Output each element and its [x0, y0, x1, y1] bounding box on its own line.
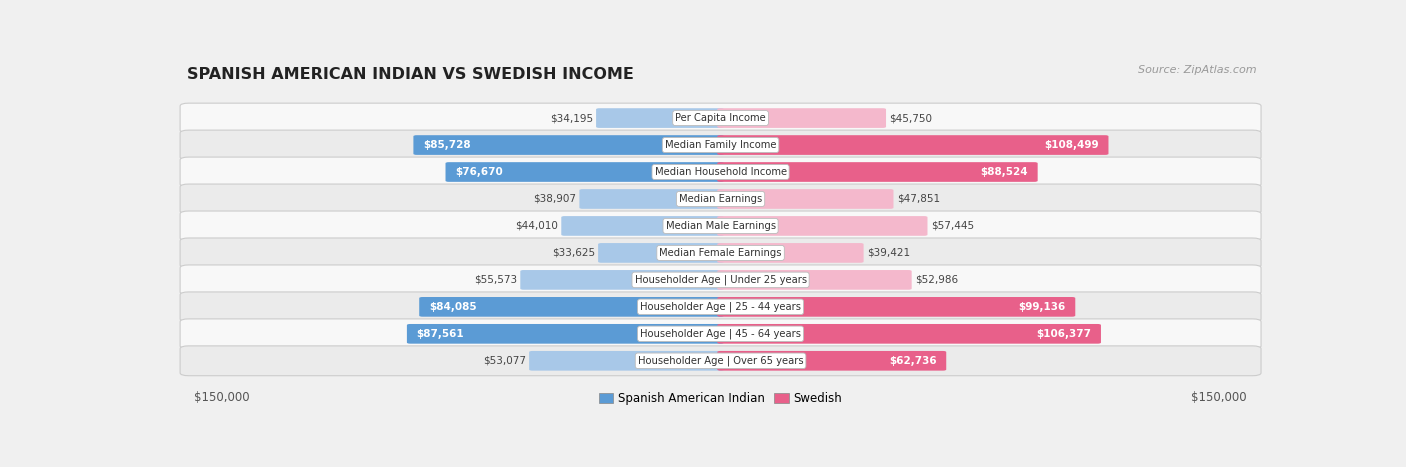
Text: $76,670: $76,670 [456, 167, 503, 177]
Text: Householder Age | Under 25 years: Householder Age | Under 25 years [634, 275, 807, 285]
Text: $150,000: $150,000 [194, 391, 250, 404]
Text: Median Female Earnings: Median Female Earnings [659, 248, 782, 258]
Text: Median Earnings: Median Earnings [679, 194, 762, 204]
FancyBboxPatch shape [419, 297, 724, 317]
Text: $53,077: $53,077 [482, 356, 526, 366]
Text: $45,750: $45,750 [890, 113, 932, 123]
FancyBboxPatch shape [579, 189, 724, 209]
Text: $150,000: $150,000 [1191, 391, 1247, 404]
Text: $85,728: $85,728 [423, 140, 471, 150]
FancyBboxPatch shape [180, 103, 1261, 133]
FancyBboxPatch shape [520, 270, 724, 290]
Text: Median Male Earnings: Median Male Earnings [665, 221, 776, 231]
Text: Householder Age | 25 - 44 years: Householder Age | 25 - 44 years [640, 302, 801, 312]
FancyBboxPatch shape [180, 130, 1261, 160]
FancyBboxPatch shape [529, 351, 724, 371]
Text: Per Capita Income: Per Capita Income [675, 113, 766, 123]
Text: Median Household Income: Median Household Income [655, 167, 786, 177]
FancyBboxPatch shape [180, 157, 1261, 187]
Text: $38,907: $38,907 [533, 194, 576, 204]
FancyBboxPatch shape [717, 297, 1076, 317]
FancyBboxPatch shape [180, 184, 1261, 214]
FancyBboxPatch shape [596, 108, 724, 128]
Text: $47,851: $47,851 [897, 194, 939, 204]
FancyBboxPatch shape [561, 216, 724, 236]
FancyBboxPatch shape [180, 238, 1261, 268]
Text: $34,195: $34,195 [550, 113, 593, 123]
FancyBboxPatch shape [717, 216, 928, 236]
Text: Householder Age | 45 - 64 years: Householder Age | 45 - 64 years [640, 329, 801, 339]
Text: SPANISH AMERICAN INDIAN VS SWEDISH INCOME: SPANISH AMERICAN INDIAN VS SWEDISH INCOM… [187, 67, 634, 82]
FancyBboxPatch shape [413, 135, 724, 155]
FancyBboxPatch shape [717, 243, 863, 263]
FancyBboxPatch shape [717, 351, 946, 371]
Text: Householder Age | Over 65 years: Householder Age | Over 65 years [638, 355, 803, 366]
FancyBboxPatch shape [180, 319, 1261, 349]
FancyBboxPatch shape [717, 270, 911, 290]
FancyBboxPatch shape [180, 346, 1261, 376]
Text: $62,736: $62,736 [889, 356, 936, 366]
Text: $39,421: $39,421 [868, 248, 910, 258]
FancyBboxPatch shape [717, 162, 1038, 182]
Text: Source: ZipAtlas.com: Source: ZipAtlas.com [1137, 65, 1257, 75]
Text: $106,377: $106,377 [1036, 329, 1091, 339]
FancyBboxPatch shape [180, 265, 1261, 295]
Text: Median Family Income: Median Family Income [665, 140, 776, 150]
Text: $33,625: $33,625 [551, 248, 595, 258]
Text: $87,561: $87,561 [416, 329, 464, 339]
FancyBboxPatch shape [717, 324, 1101, 344]
FancyBboxPatch shape [446, 162, 724, 182]
Text: $52,986: $52,986 [915, 275, 957, 285]
Text: $55,573: $55,573 [474, 275, 517, 285]
Text: $88,524: $88,524 [980, 167, 1028, 177]
Text: $44,010: $44,010 [515, 221, 558, 231]
FancyBboxPatch shape [717, 189, 893, 209]
FancyBboxPatch shape [180, 292, 1261, 322]
FancyBboxPatch shape [717, 108, 886, 128]
Text: $99,136: $99,136 [1018, 302, 1066, 312]
FancyBboxPatch shape [406, 324, 724, 344]
Text: $57,445: $57,445 [931, 221, 974, 231]
FancyBboxPatch shape [180, 211, 1261, 241]
Legend: Spanish American Indian, Swedish: Spanish American Indian, Swedish [595, 387, 846, 410]
FancyBboxPatch shape [598, 243, 724, 263]
Text: $84,085: $84,085 [429, 302, 477, 312]
Text: $108,499: $108,499 [1045, 140, 1098, 150]
FancyBboxPatch shape [717, 135, 1108, 155]
